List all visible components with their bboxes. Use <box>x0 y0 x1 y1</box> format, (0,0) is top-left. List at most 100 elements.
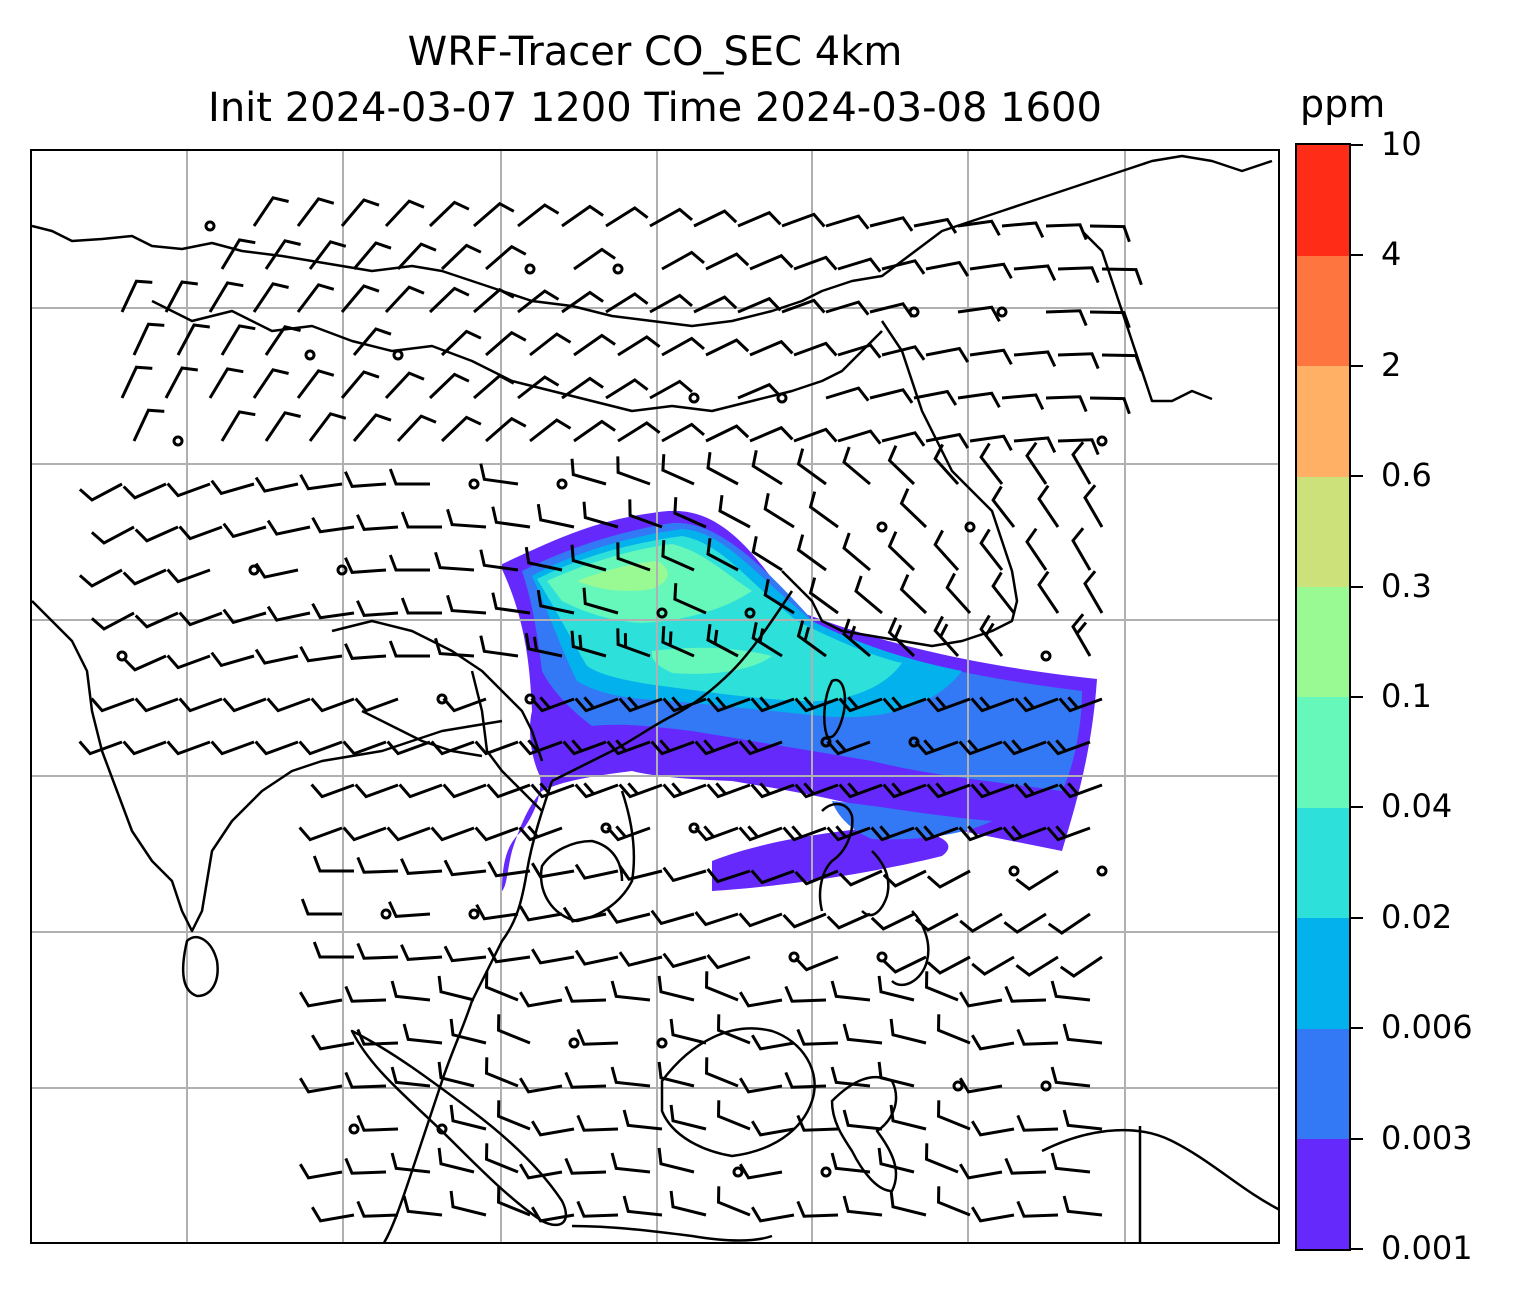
colorbar-tick-label: 0.003 <box>1381 1118 1473 1157</box>
wind-barb <box>837 343 882 359</box>
wind-barb <box>882 869 927 888</box>
wind-barb <box>402 1023 443 1045</box>
wind-barb <box>830 1066 871 1088</box>
wind-barb <box>564 985 607 1003</box>
wind-barb <box>669 1104 707 1131</box>
wind-barb <box>749 425 794 443</box>
wind-barb <box>1050 1152 1091 1174</box>
wind-barb <box>737 382 782 400</box>
wind-barb <box>610 1066 651 1088</box>
colorbar-segment <box>1297 1028 1349 1140</box>
wind-barb <box>617 335 661 357</box>
wind-barb <box>252 196 289 227</box>
wind-barb <box>430 826 475 842</box>
wind-barb <box>178 611 223 627</box>
map-panel[interactable] <box>30 149 1280 1244</box>
calm-wind-marker <box>876 951 888 963</box>
wind-barb <box>90 525 135 545</box>
wind-barb <box>164 280 198 313</box>
wind-barb <box>1071 527 1092 571</box>
wind-barb <box>794 955 839 972</box>
wind-barb <box>356 600 399 617</box>
wind-barb <box>669 1018 707 1045</box>
wind-barb <box>266 605 311 622</box>
wind-barb <box>396 414 437 443</box>
wind-barb <box>749 253 794 271</box>
wind-barb <box>957 219 1001 237</box>
wind-barb <box>1057 266 1100 284</box>
colorbar-tick-label: 2 <box>1381 345 1402 384</box>
wind-barb <box>661 454 695 486</box>
wind-barb <box>491 592 531 615</box>
wind-barb <box>356 1200 399 1218</box>
wind-barb <box>793 427 838 443</box>
wind-barb <box>1059 955 1103 978</box>
wind-barb <box>750 782 795 799</box>
wind-barb <box>78 568 123 588</box>
wind-barb <box>933 443 960 486</box>
wind-barb <box>877 975 915 1002</box>
wind-barb <box>750 696 795 713</box>
wind-barb <box>991 485 1016 528</box>
wind-barb <box>496 1014 531 1045</box>
wind-barb <box>132 322 165 356</box>
wind-barb <box>826 825 871 842</box>
calm-wind-marker <box>820 1166 832 1178</box>
wind-barb <box>1013 264 1057 282</box>
coast-india <box>32 600 503 933</box>
wind-barb <box>925 432 970 449</box>
wind-barb <box>308 240 347 270</box>
wind-barb <box>616 456 651 486</box>
wind-barb <box>662 952 707 969</box>
calm-wind-marker <box>964 521 976 533</box>
wind-barb <box>120 279 153 313</box>
calm-wind-marker <box>876 521 888 533</box>
wind-barb <box>605 292 649 314</box>
wind-barb <box>1045 223 1088 241</box>
wind-barb <box>531 1206 575 1223</box>
wind-barb <box>122 654 167 672</box>
wind-barb <box>449 1190 487 1217</box>
calm-wind-marker <box>568 1037 580 1049</box>
wind-barb <box>356 942 399 960</box>
wind-barb <box>706 954 751 970</box>
wind-barb <box>657 1147 695 1174</box>
calm-wind-marker <box>116 650 128 662</box>
calm-wind-marker <box>600 822 612 834</box>
wind-barb <box>739 991 783 1008</box>
wind-barb <box>386 740 431 756</box>
wind-barb <box>390 1152 431 1174</box>
wind-barb <box>826 739 871 756</box>
wind-barb <box>530 696 575 713</box>
wind-barb <box>356 1114 399 1132</box>
wind-barb <box>529 332 572 357</box>
wind-barb <box>794 869 839 886</box>
wind-barb <box>299 1163 343 1180</box>
wind-barb <box>487 946 531 964</box>
calm-wind-marker <box>1096 435 1108 447</box>
wind-barb <box>969 434 1013 452</box>
colorbar-tick <box>1351 144 1363 146</box>
border-countries-1 <box>151 299 883 413</box>
wind-barb <box>164 366 198 399</box>
wind-barb <box>178 697 223 713</box>
wind-barb <box>90 611 135 631</box>
colorbar-tick <box>1351 1027 1363 1030</box>
coast-east-asia <box>781 320 1019 648</box>
wind-barb <box>312 941 354 959</box>
wind-barb <box>573 419 616 443</box>
wind-barb <box>854 575 883 615</box>
colorbar-tick-label: 0.02 <box>1381 897 1453 936</box>
colorbar-tick-label: 4 <box>1381 235 1402 274</box>
wind-barb <box>574 949 619 966</box>
wind-barb <box>311 1206 355 1223</box>
calm-wind-marker <box>336 564 348 576</box>
wind-barb <box>837 257 882 273</box>
wind-barb <box>661 626 695 658</box>
wind-barb <box>386 826 431 842</box>
wind-barb <box>266 697 311 713</box>
wind-barb <box>870 912 915 931</box>
wind-barb <box>751 450 783 486</box>
wind-barb <box>796 534 827 572</box>
wind-barb <box>1015 869 1059 891</box>
